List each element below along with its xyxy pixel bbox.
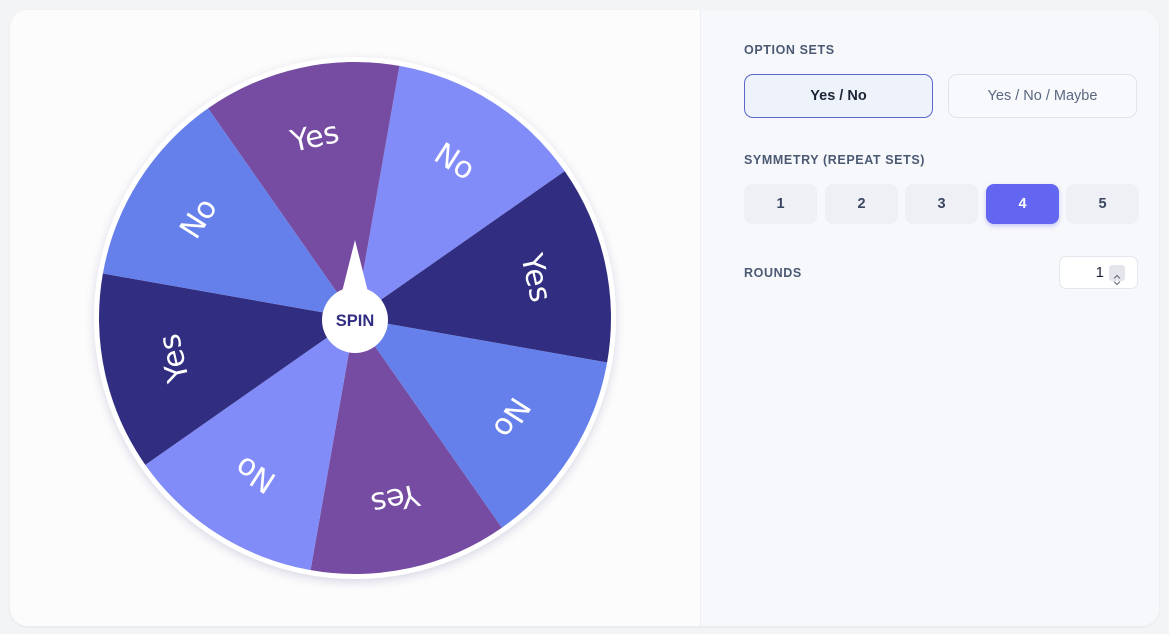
rounds-label: ROUNDS [744,266,802,280]
symmetry-option-label: 5 [1098,196,1107,212]
wheel-panel: No Yes No Yes No Yes No Yes SPIN [10,10,700,626]
wheel-segment-no[interactable] [102,108,355,318]
symmetry-5-button[interactable]: 5 [1066,184,1139,224]
symmetry-option-label: 3 [937,196,946,212]
pointer-icon [342,240,368,292]
wheel-segment-no[interactable] [355,318,608,528]
symmetry-2-button[interactable]: 2 [825,184,898,224]
symmetry-option-label: 4 [1018,196,1027,212]
wheel-segment-yes[interactable] [310,318,502,574]
wheel-segment-yes[interactable] [355,171,611,363]
main-card: No Yes No Yes No Yes No Yes SPIN OPTION SETS Ye… [10,10,1159,626]
wheel-segments[interactable] [99,62,611,574]
option-set-label: Yes / No / Maybe [987,88,1098,104]
chevron-down-icon[interactable] [1113,273,1121,286]
symmetry-3-button[interactable]: 3 [905,184,978,224]
symmetry-option-label: 1 [776,196,785,212]
option-sets-label: OPTION SETS [744,43,835,57]
rounds-value[interactable]: 1 [1095,264,1104,281]
spin-button[interactable]: SPIN [322,287,388,353]
chevron-up-icon[interactable] [1113,267,1121,279]
symmetry-4-button[interactable]: 4 [986,184,1059,224]
wheel-segment-yes[interactable] [99,273,355,465]
option-set-label: Yes / No [810,88,867,104]
up-down-chevron-icon[interactable] [1109,265,1125,286]
rounds-input[interactable]: 1 [1059,256,1138,289]
spin-button-label[interactable]: SPIN [336,312,375,330]
symmetry-label: SYMMETRY (REPEAT SETS) [744,153,926,167]
symmetry-1-button[interactable]: 1 [744,184,817,224]
option-set-yes-no-button[interactable]: Yes / No [744,74,933,118]
option-set-yes-no-maybe-button[interactable]: Yes / No / Maybe [948,74,1137,118]
wheel-segment-no[interactable] [145,318,355,571]
settings-panel: OPTION SETS Yes / No Yes / No / Maybe SY… [700,10,1159,626]
spin-hub[interactable] [322,287,388,353]
wheel-segment-no[interactable] [355,65,565,318]
symmetry-option-label: 2 [857,196,866,212]
